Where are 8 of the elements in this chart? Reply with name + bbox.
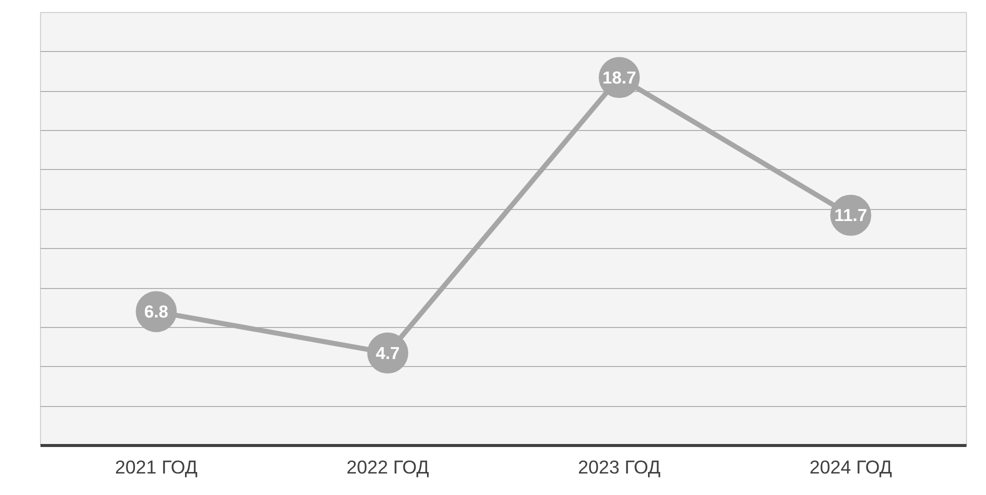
data-label: 11.7	[834, 205, 868, 226]
x-tick-label: 2024 ГОД	[810, 456, 892, 478]
x-tick-label: 2021 ГОД	[115, 456, 198, 478]
x-tick-label: 2022 ГОД	[346, 456, 430, 478]
data-label: 18.7	[602, 67, 636, 88]
data-label: 6.8	[144, 302, 169, 322]
x-tick-label: 2023 ГОД	[578, 456, 661, 478]
data-label: 4.7	[376, 342, 400, 363]
